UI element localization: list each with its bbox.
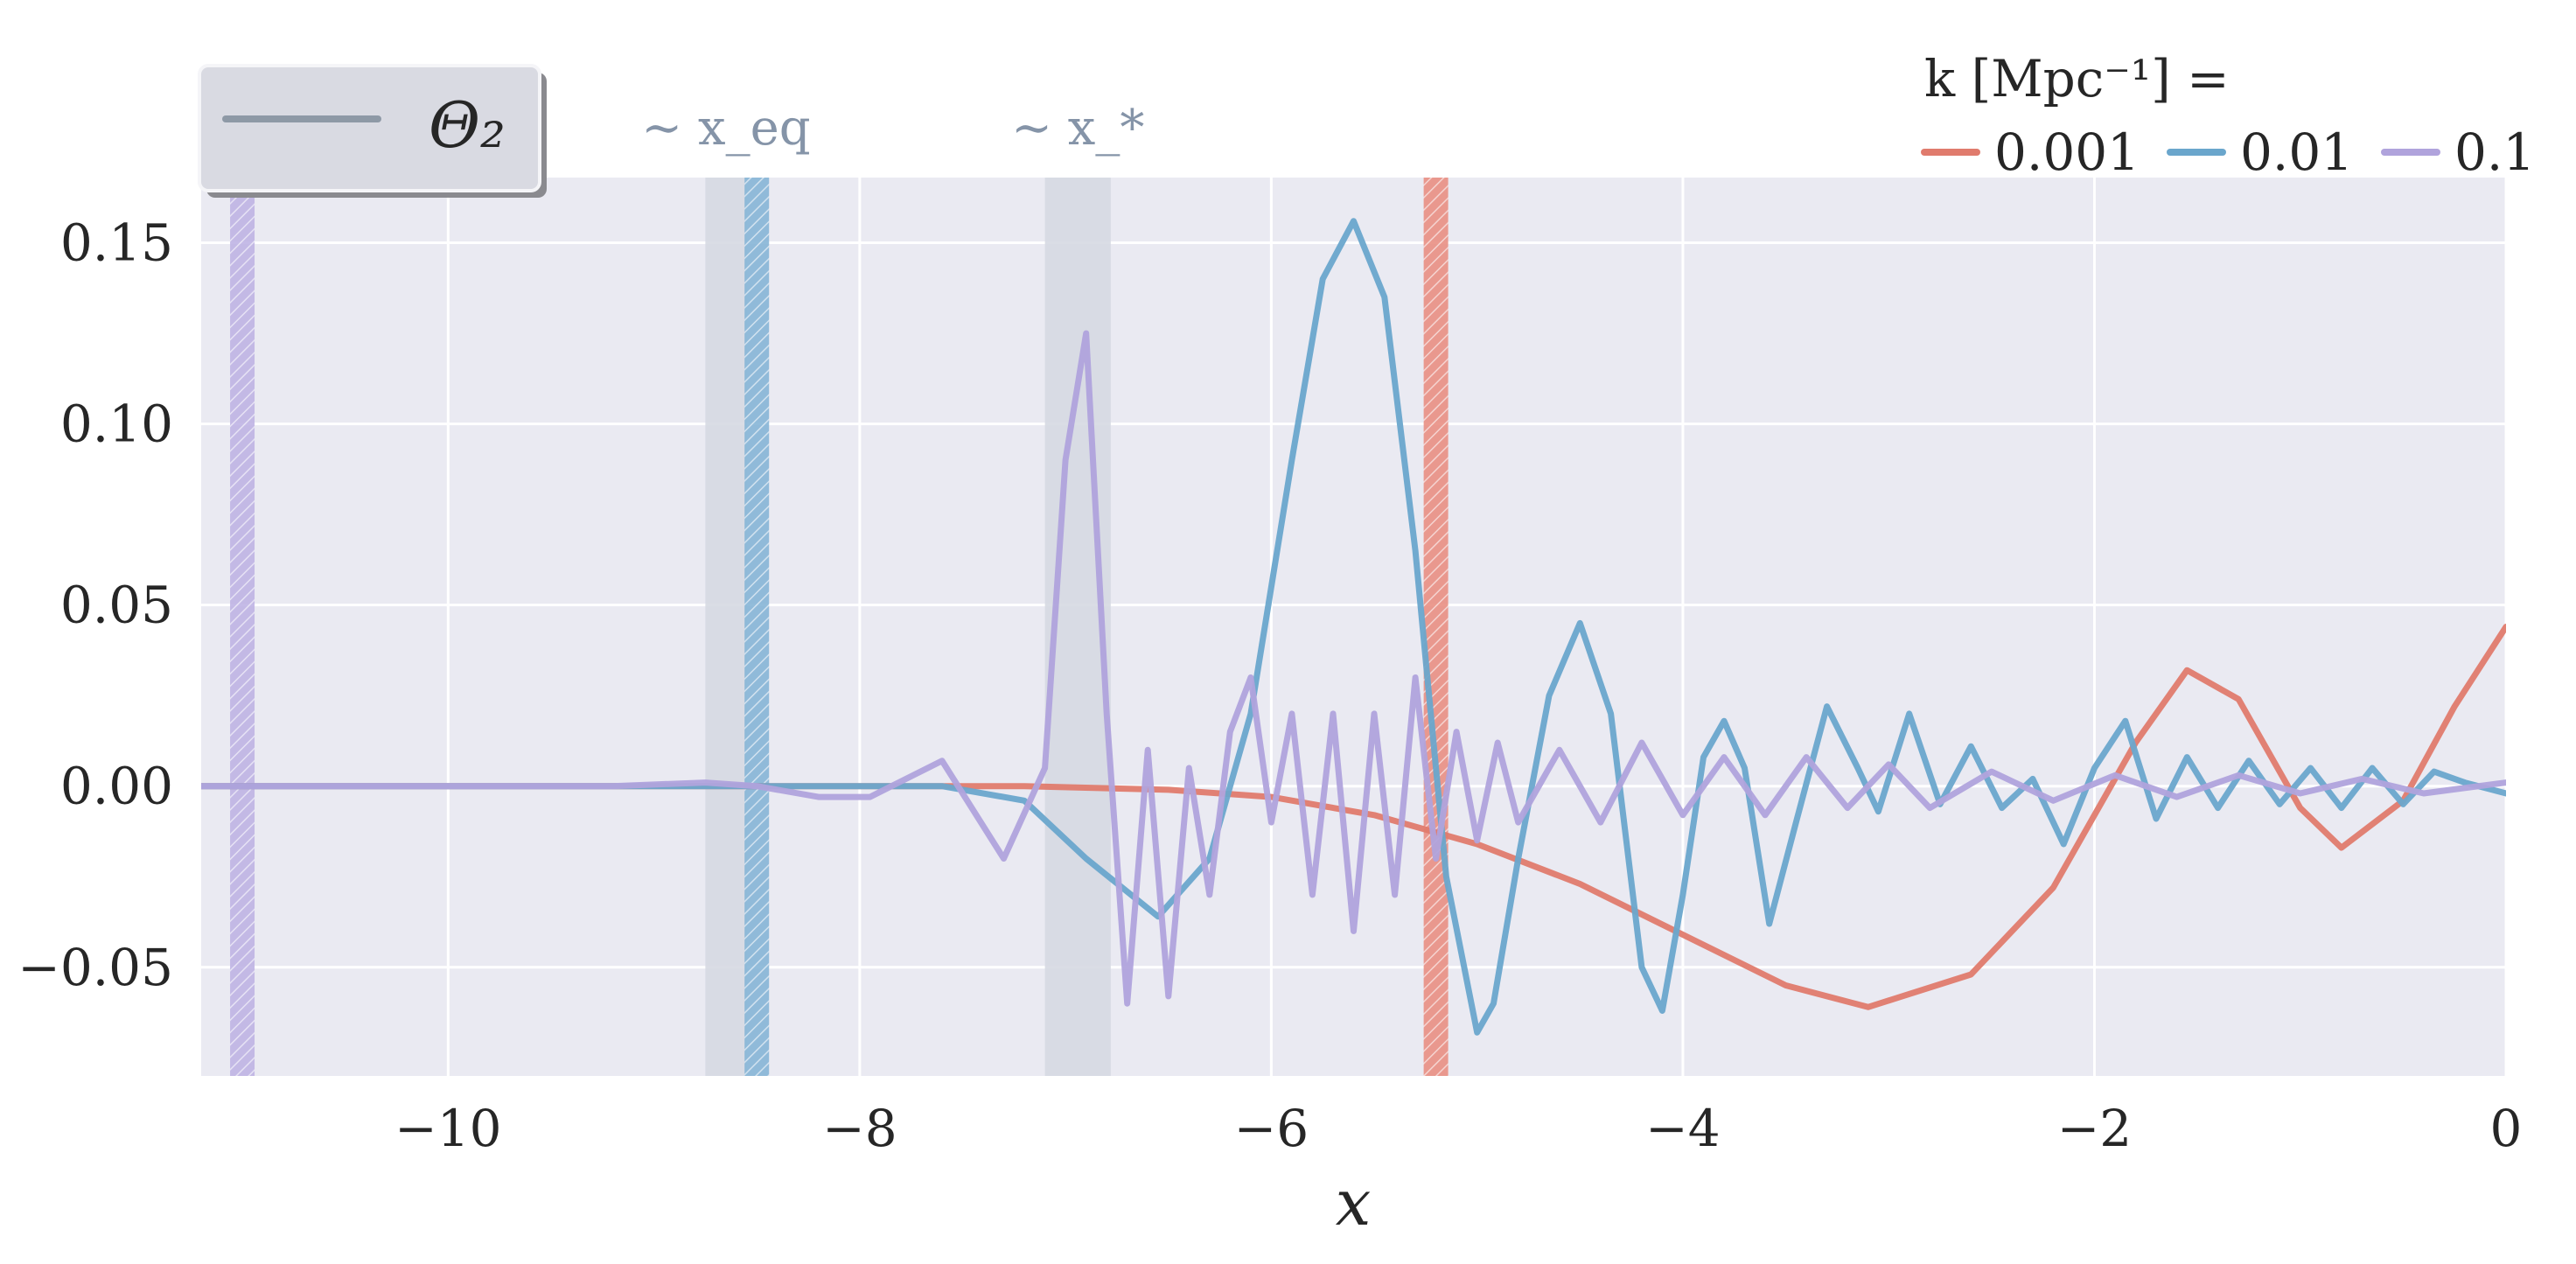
x-tick-label: −6: [1234, 1099, 1309, 1158]
marker-band: [705, 178, 747, 1076]
marker-label: ∼ x_eq: [641, 100, 810, 157]
crossing-bands: [230, 178, 1449, 1076]
series-line: [201, 330, 2506, 1007]
x-tick-label: −10: [394, 1099, 501, 1158]
y-tick-label: 0.00: [60, 757, 173, 816]
k-legend-title: k [Mpc⁻¹] =: [1924, 49, 2230, 108]
k-legend-entries: 0.001 0.01 0.1: [1921, 122, 2535, 182]
y-tick-label: 0.10: [60, 395, 173, 454]
y-tick-labels: −0.05 0.00 0.05 0.10 0.15: [17, 213, 173, 997]
x-tick-label: −4: [1645, 1099, 1721, 1158]
plot-background: [201, 178, 2506, 1076]
quantity-legend: Θ₂: [198, 64, 547, 198]
quantity-legend-label: Θ₂: [429, 88, 506, 162]
k-legend-label: 0.01: [2240, 122, 2353, 182]
y-tick-label: −0.05: [17, 938, 173, 997]
x-tick-label: −8: [822, 1099, 897, 1158]
series-line: [201, 624, 2506, 1010]
x-axis-label: x: [1336, 1166, 1372, 1240]
k-legend: k [Mpc⁻¹] = 0.001 0.01 0.1: [1921, 49, 2535, 182]
crossing-band: [744, 178, 770, 1076]
crossing-band: [230, 178, 255, 1076]
series-line: [201, 218, 2506, 1036]
y-tick-label: 0.05: [60, 576, 173, 635]
x-tick-label: −2: [2057, 1099, 2133, 1158]
series-lines: [201, 218, 2506, 1036]
crossing-band: [1423, 178, 1449, 1076]
k-legend-label: 0.001: [1994, 122, 2140, 182]
k-legend-label: 0.1: [2454, 122, 2535, 182]
marker-labels: ∼ x_eq ∼ x_*: [641, 100, 1144, 157]
y-tick-label: 0.15: [60, 213, 173, 273]
x-tick-label: 0: [2490, 1099, 2523, 1158]
x-tick-labels: −10 −8 −6 −4 −2 0: [394, 1099, 2522, 1158]
marker-label: ∼ x_*: [1011, 100, 1144, 157]
